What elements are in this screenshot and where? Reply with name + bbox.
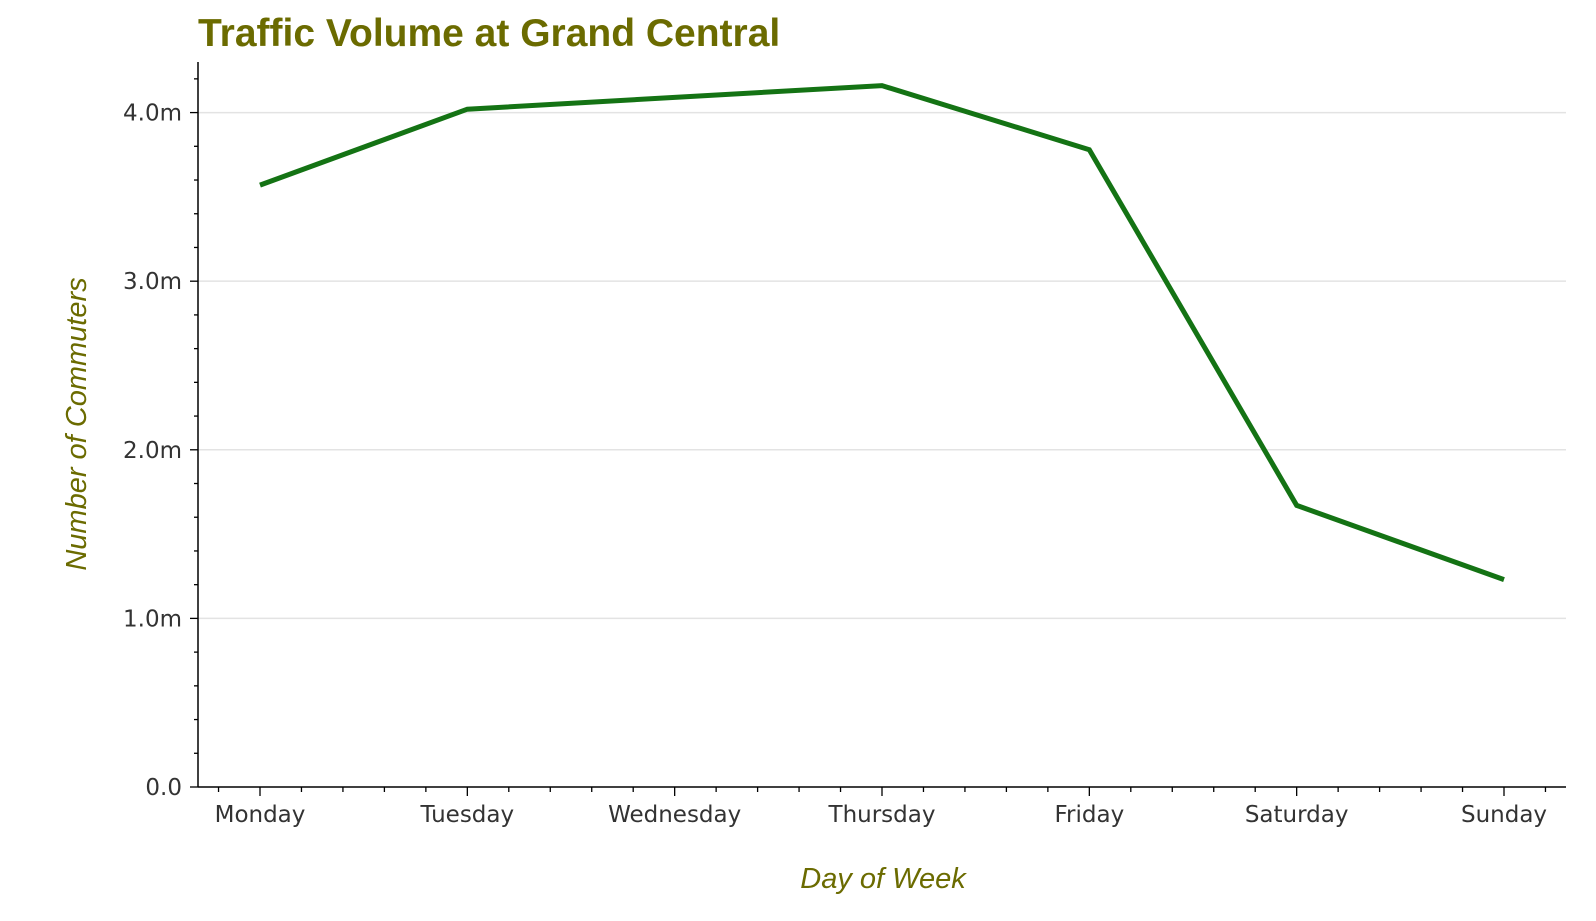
- x-axis-label: Day of Week: [800, 863, 967, 895]
- x-tick-label-friday: Friday: [1054, 802, 1124, 828]
- x-tick-label-wednesday: Wednesday: [608, 802, 741, 828]
- x-tick-label-monday: Monday: [215, 802, 306, 828]
- y-axis-label: Number of Commuters: [61, 277, 93, 570]
- y-tick-label: 2.0m: [123, 438, 182, 464]
- y-tick-label: 0.0: [145, 775, 182, 801]
- x-tick-label-saturday: Saturday: [1245, 802, 1349, 828]
- x-axis-ticks: Monday Tuesday Wednesday Thursday Friday Satu…: [215, 787, 1547, 828]
- series-line-0: [259, 83, 1505, 582]
- grid-lines: [198, 111, 1566, 620]
- x-tick-label-thursday: Thursday: [828, 802, 936, 828]
- y-tick-label: 4.0m: [123, 101, 182, 127]
- y-tick-label: 1.0m: [123, 606, 182, 632]
- x-tick-label-sunday: Sunday: [1461, 802, 1547, 828]
- axes: [197, 62, 1566, 788]
- series-layer: [259, 83, 1505, 582]
- y-tick-label: 3.0m: [123, 269, 182, 295]
- chart-title: Traffic Volume at Grand Central: [198, 12, 780, 55]
- x-tick-label-tuesday: Tuesday: [420, 802, 515, 828]
- y-axis-ticks: 0.0 1.0m 2.0m 3.0m 4.0m: [123, 78, 198, 801]
